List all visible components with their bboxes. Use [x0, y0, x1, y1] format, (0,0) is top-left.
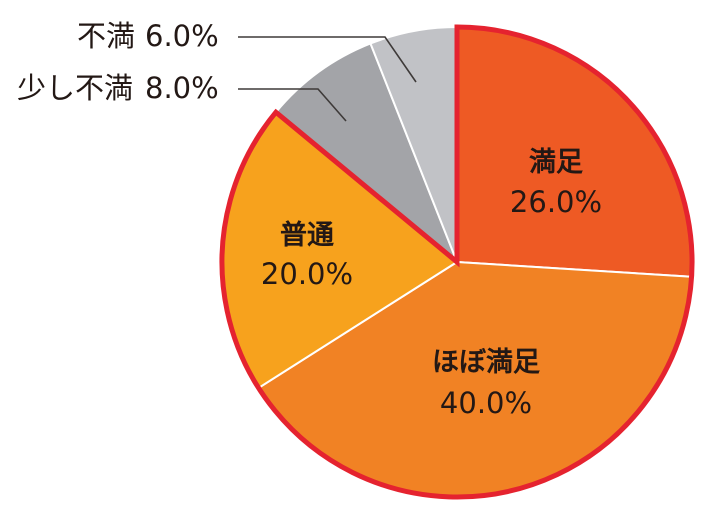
slice-value-label: 26.0%	[510, 185, 602, 219]
callout-leader-line	[238, 88, 347, 122]
callout-name-label: 少し不満	[17, 71, 133, 105]
slice-value-label: 40.0%	[440, 386, 532, 420]
callout-fuman: 不満 6.0%	[77, 19, 417, 83]
highlight-outline	[219, 24, 695, 500]
slice-value-label: 20.0%	[261, 257, 353, 291]
pie-slice	[274, 42, 458, 263]
callout-value-label: 6.0%	[145, 19, 219, 53]
slice-name-label: 普通	[280, 219, 334, 251]
callout-name-label: 不満	[77, 19, 135, 53]
slice-name-label: 満足	[529, 147, 583, 178]
slice-name-label: ほぼ満足	[432, 347, 540, 378]
pie-slices	[221, 26, 693, 498]
callout-value-label: 8.0%	[145, 71, 219, 105]
slice-label-hobo-manzoku: ほぼ満足 40.0%	[432, 347, 540, 420]
slice-label-manzoku: 満足 26.0%	[510, 147, 602, 219]
highlight-outline-path	[219, 24, 695, 500]
callout-sukoshi-fuman: 少し不満 8.0%	[17, 71, 347, 122]
slice-label-futsuu: 普通 20.0%	[261, 219, 353, 291]
callout-leader-line	[238, 36, 417, 83]
